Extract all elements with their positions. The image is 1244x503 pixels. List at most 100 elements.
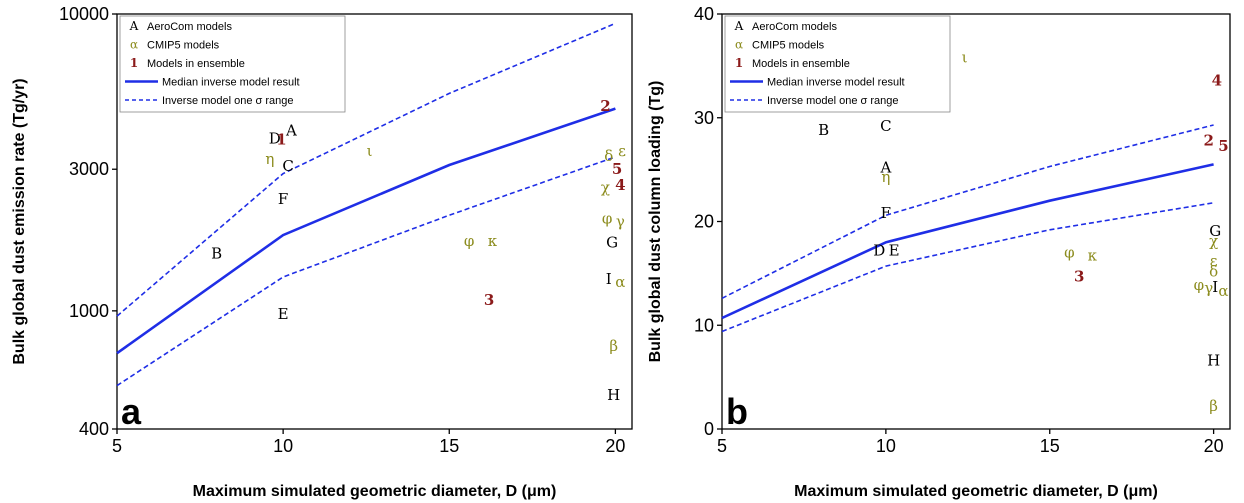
data-point-cmip5: φ (1194, 276, 1205, 294)
data-point-cmip5: ε (618, 142, 626, 160)
data-point-aerocom: E (278, 305, 289, 323)
data-point-cmip5: δ (1209, 262, 1218, 280)
data-point-aerocom: H (1207, 352, 1220, 370)
legend-label-cmip5: CMIP5 models (752, 40, 825, 52)
data-point-ensemble: 3 (1074, 267, 1084, 285)
data-point-ensemble: 5 (1218, 137, 1228, 155)
data-point-aerocom: A (285, 122, 297, 140)
data-point-aerocom: I (606, 270, 612, 288)
median-line (721, 163, 1214, 320)
x-tick-label: 5 (112, 436, 122, 456)
data-point-ensemble: 4 (1212, 71, 1222, 89)
data-point-aerocom: H (607, 386, 620, 404)
x-tick-label: 10 (273, 436, 293, 456)
y-tick-label: 10000 (59, 4, 109, 24)
y-tick-label: 20 (694, 212, 714, 232)
data-point-cmip5: η (265, 150, 274, 168)
data-point-cmip5: α (615, 273, 625, 291)
lower-sigma-line (721, 202, 1214, 333)
legend: A AeroCom models α CMIP5 models 1 Models in e… (119, 15, 346, 113)
data-point-aerocom: D (269, 130, 281, 148)
data-point-cmip5: ε (1210, 252, 1218, 270)
x-tick-label: 20 (605, 436, 625, 456)
legend-label-cmip5: CMIP5 models (147, 40, 220, 52)
x-axis-label: Maximum simulated geometric diameter, D … (193, 483, 557, 500)
lower-sigma-line (116, 156, 616, 387)
y-axis-label: Bulk global dust emission rate (Tg/yr) (11, 78, 28, 364)
data-point-cmip5: κ (488, 232, 498, 250)
legend: A AeroCom models α CMIP5 models 1 Models in e… (724, 15, 951, 113)
panel-letter: b (726, 391, 748, 432)
y-tick-label: 400 (79, 419, 109, 439)
data-point-ensemble: 1 (276, 130, 286, 148)
x-tick-label: 15 (1040, 436, 1060, 456)
legend-label-median: Median inverse model result (767, 77, 905, 89)
legend-label-ensemble: Models in ensemble (752, 58, 850, 70)
y-tick-label: 40 (694, 4, 714, 24)
data-point-cmip5: β (1209, 397, 1218, 415)
data-point-cmip5: η (881, 168, 890, 186)
data-point-cmip5: α (1218, 282, 1228, 300)
legend-label-ensemble: Models in ensemble (147, 58, 245, 70)
data-point-aerocom: C (880, 117, 891, 135)
y-tick-label: 0 (704, 419, 714, 439)
data-point-cmip5: γ (1204, 279, 1213, 297)
data-point-aerocom: F (278, 190, 288, 208)
data-point-aerocom: I (1212, 278, 1218, 296)
data-point-ensemble: 2 (600, 97, 610, 115)
y-tick-label: 1000 (69, 301, 109, 321)
legend-label-aerocom: AeroCom models (752, 21, 837, 33)
data-point-cmip5: δ (604, 147, 613, 165)
data-point-cmip5: γ (616, 213, 625, 231)
data-point-cmip5: χ (601, 179, 610, 197)
legend-label-range: Inverse model one σ range (767, 95, 899, 107)
legend-label-aerocom: AeroCom models (147, 21, 232, 33)
data-point-aerocom: B (211, 245, 222, 263)
x-tick-label: 10 (876, 436, 896, 456)
data-point-aerocom: B (818, 121, 829, 139)
data-point-aerocom: F (881, 204, 891, 222)
data-point-cmip5: χ (1209, 232, 1218, 250)
legend-symbol-cmip5: α (130, 38, 138, 52)
data-point-cmip5: ι (962, 49, 968, 67)
data-point-aerocom: E (889, 242, 900, 260)
data-point-cmip5: φ (464, 232, 475, 250)
legend-box (119, 15, 346, 113)
legend-label-median: Median inverse model result (162, 77, 300, 89)
legend-symbol-ensemble: 1 (130, 56, 138, 70)
x-tick-label: 20 (1204, 436, 1224, 456)
data-point-ensemble: 5 (612, 160, 622, 178)
data-point-aerocom: G (606, 233, 618, 251)
y-tick-label: 3000 (69, 159, 109, 179)
x-tick-label: 15 (439, 436, 459, 456)
y-axis-label: Bulk global dust column loading (Tg) (647, 81, 664, 363)
data-point-cmip5: κ (1088, 247, 1098, 265)
plot-frame (116, 13, 633, 430)
legend-symbol-cmip5: α (735, 38, 743, 52)
legend-label-range: Inverse model one σ range (162, 95, 294, 107)
data-point-ensemble: 4 (615, 176, 625, 194)
legend-symbol-aerocom: A (734, 19, 744, 33)
data-point-aerocom: D (873, 242, 885, 260)
upper-sigma-line (721, 124, 1214, 300)
data-point-ensemble: 2 (1203, 132, 1213, 150)
data-point-cmip5: ι (367, 142, 373, 160)
y-tick-label: 10 (694, 315, 714, 335)
median-line (116, 107, 616, 355)
data-point-aerocom: A (879, 159, 891, 177)
panel-letter: a (121, 391, 142, 432)
y-tick-label: 30 (694, 108, 714, 128)
x-tick-label: 5 (717, 436, 727, 456)
legend-symbol-ensemble: 1 (735, 56, 743, 70)
data-point-aerocom: G (1209, 222, 1221, 240)
data-point-cmip5: φ (602, 209, 613, 227)
data-point-cmip5: β (609, 337, 618, 355)
legend-symbol-aerocom: A (129, 19, 139, 33)
data-point-aerocom: C (282, 157, 293, 175)
legend-box (724, 15, 951, 113)
data-point-cmip5: φ (1064, 244, 1075, 262)
x-axis-label: Maximum simulated geometric diameter, D … (794, 483, 1158, 500)
